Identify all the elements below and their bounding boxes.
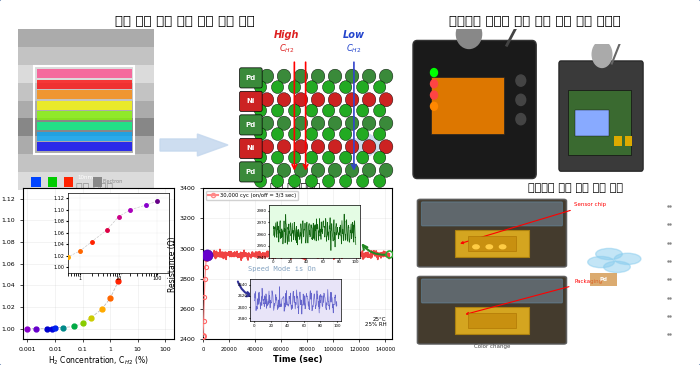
FancyBboxPatch shape [421,202,563,226]
Circle shape [356,128,369,141]
Text: Electron: Electron [102,179,122,184]
FancyBboxPatch shape [239,91,262,111]
Bar [18,136,154,154]
Circle shape [305,104,318,117]
Circle shape [277,163,290,177]
Legend: 30,000 cyc (on/off = 3/3 sec): 30,000 cyc (on/off = 3/3 sec) [206,191,298,200]
Circle shape [254,175,267,188]
Text: High: High [274,30,299,39]
Bar [18,172,154,190]
Bar [575,110,609,136]
Circle shape [345,163,359,177]
Bar [18,29,154,47]
Circle shape [345,69,359,83]
Bar [36,101,132,110]
Text: $C_{H2}$: $C_{H2}$ [346,42,362,54]
Text: 가속 내구신뢰성
(99.99%  고순도 수소 감지 3만회): 가속 내구신뢰성 (99.99% 고순도 수소 감지 3만회) [223,183,367,205]
Circle shape [356,151,369,164]
Circle shape [277,116,290,130]
Circle shape [356,175,369,188]
Circle shape [430,102,438,110]
Circle shape [305,175,318,188]
Bar [92,177,102,187]
Bar [36,69,132,78]
Bar [468,237,516,251]
Circle shape [374,81,386,93]
Circle shape [294,116,308,130]
Text: Speed Mode is On: Speed Mode is On [248,266,316,272]
FancyBboxPatch shape [559,61,643,171]
Bar [468,314,516,328]
FancyBboxPatch shape [239,115,262,135]
Y-axis label: Resistance (Ω): Resistance (Ω) [168,236,177,292]
Bar [455,307,529,334]
Bar [64,177,74,187]
Ellipse shape [351,47,364,57]
Circle shape [374,151,386,164]
Ellipse shape [281,54,293,64]
Circle shape [473,245,480,249]
Circle shape [374,175,386,188]
Bar [36,111,132,120]
Circle shape [374,128,386,141]
Circle shape [356,81,369,93]
Bar [18,65,154,83]
Circle shape [340,151,352,164]
Circle shape [323,175,335,188]
Polygon shape [350,134,385,156]
Circle shape [272,151,284,164]
Ellipse shape [289,58,302,68]
X-axis label: H$_2$ Concentration, C$_{H2}$ (%): H$_2$ Concentration, C$_{H2}$ (%) [48,355,148,365]
Circle shape [272,81,284,93]
Text: Color change: Color change [474,344,510,349]
Circle shape [260,69,274,83]
FancyBboxPatch shape [239,68,262,88]
Bar [568,90,631,155]
Circle shape [254,151,267,164]
Text: Sensor chip: Sensor chip [461,202,606,244]
Text: 나노 합금 촉매 기반 센서 원천 기술: 나노 합금 촉매 기반 센서 원천 기술 [115,15,255,28]
FancyBboxPatch shape [417,199,566,267]
FancyBboxPatch shape [239,162,262,182]
Circle shape [254,81,267,93]
Circle shape [305,128,318,141]
Bar [590,273,617,286]
Circle shape [340,104,352,117]
Circle shape [592,41,612,68]
FancyBboxPatch shape [421,279,563,303]
Ellipse shape [596,249,622,260]
Text: Pd: Pd [246,169,256,175]
Circle shape [294,140,308,154]
Bar [36,132,132,141]
FancyBboxPatch shape [417,277,566,344]
Circle shape [340,175,352,188]
Circle shape [363,116,376,130]
Circle shape [345,93,359,107]
Bar [455,230,529,257]
Circle shape [486,245,493,249]
Circle shape [340,81,352,93]
X-axis label: Time (sec): Time (sec) [273,355,322,364]
Circle shape [516,114,526,125]
Text: Ni: Ni [246,99,255,104]
Circle shape [312,163,325,177]
Circle shape [516,75,526,86]
Circle shape [363,163,376,177]
Circle shape [379,163,393,177]
Ellipse shape [316,62,328,72]
Bar [48,177,57,187]
Circle shape [345,140,359,154]
Ellipse shape [360,46,372,56]
Circle shape [374,104,386,117]
Bar [36,122,132,130]
Ellipse shape [325,58,337,69]
Ellipse shape [342,50,355,60]
Circle shape [363,93,376,107]
Bar [18,83,154,101]
Text: Pd: Pd [246,75,256,81]
Ellipse shape [588,257,615,268]
Text: Pd: Pd [246,122,256,128]
Bar [18,154,154,172]
Text: 고분해능 광범위 농도 수소 센서 모듈 국산화: 고분해능 광범위 농도 수소 센서 모듈 국산화 [449,15,621,28]
